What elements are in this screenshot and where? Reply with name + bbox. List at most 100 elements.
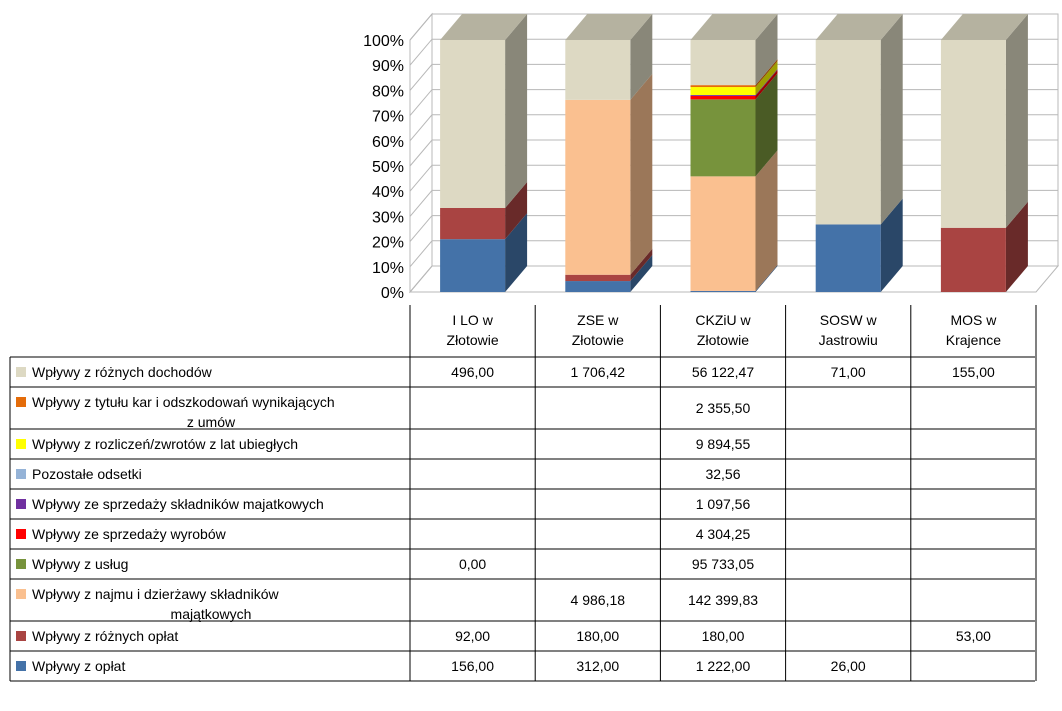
bar-segment [565,274,631,282]
data-label: 0,00 [459,556,486,572]
bar-top [690,14,778,40]
bar-stack [940,14,1028,292]
data-label: 155,00 [952,364,995,380]
data-label: 180,00 [576,628,619,644]
data-label: 32,56 [705,466,740,482]
data-label: 4 986,18 [571,592,626,608]
legend-key [16,469,26,479]
bar-stack [815,14,903,292]
legend-key [16,559,26,569]
table-row: Wpływy z tytułu kar i odszkodowań wynika… [16,394,750,430]
y-tick-label: 20% [372,235,404,252]
y-tick-label: 0% [381,285,404,302]
legend-label: Wpływy z różnych opłat [32,628,178,644]
category-label: MOS w [950,312,997,328]
bar-segment [690,99,756,177]
bar-segment [690,87,756,95]
bar-segment-side [630,255,653,292]
legend-key [16,367,26,377]
data-label: 156,00 [451,658,494,674]
legend-key [16,439,26,449]
bar-segment-side [755,150,778,291]
bar-segment-side [755,61,778,95]
category-label: Jastrowiu [819,332,878,348]
data-label: 95 733,05 [692,556,754,572]
bar-segment-side [1005,14,1028,228]
legend-key [16,589,26,599]
bar-segment [815,224,881,292]
data-label: 9 894,55 [696,436,751,452]
bar-stack [690,14,778,292]
bar-top [815,14,903,40]
table-row: Wpływy z opłat 156,00 312,00 1 222,00 26,00 [16,658,866,674]
bar-segment-side [755,68,778,96]
legend-label: majątkowych [171,606,252,622]
bar-segment [565,99,631,275]
bar-segment [565,40,631,100]
data-label: 56 122,47 [692,364,754,380]
category-label: Złotowie [697,332,749,348]
legend-label: Wpływy z różnych dochodów [32,364,213,380]
data-label: 1 222,00 [696,658,751,674]
table-row: Wpływy z rozliczeń/zwrotów z lat ubiegły… [16,436,750,452]
category-label: ZSE w [577,312,619,328]
bar-segment [565,281,631,292]
table-row: Wpływy z różnych dochodów 496,00 1 706,42 5… [16,364,995,380]
bar-segment-side [505,14,528,208]
table-row: Pozostałe odsetki 32,56 [16,466,741,482]
legend-key [16,661,26,671]
bar-segment [690,176,756,291]
table-row: Wpływy z usług 0,00 95 733,05 [16,556,754,572]
bar-segment-side [1005,201,1028,292]
bar-segment [940,40,1006,228]
bar-segment-side [630,248,653,282]
bar-segment-side [880,198,903,292]
bar-segment-side [755,264,778,292]
data-label: 142 399,83 [688,592,758,608]
bar-segment [690,85,756,88]
bar-top [440,14,528,40]
data-label: 53,00 [956,628,991,644]
bar-segment-side [755,69,778,100]
y-tick-label: 80% [372,83,404,100]
table-row: Wpływy ze sprzedaży wyrobów 4 304,25 [16,526,750,542]
legend-label: Wpływy z najmu i dzierżawy składników [32,586,280,602]
bar-segment [690,40,756,86]
table-row: Wpływy z różnych opłat 92,00 180,00 180,00 5… [16,628,991,644]
bar-segment-side [505,213,528,292]
data-label: 312,00 [576,658,619,674]
data-label: 26,00 [831,658,866,674]
legend-label: Wpływy z usług [32,556,128,572]
bar-segment-side [755,73,778,177]
bar-top [940,14,1028,40]
bar-segment-side [755,14,778,86]
bar-segment [690,95,756,100]
category-label: Złotowie [572,332,624,348]
legend-label: Wpływy z rozliczeń/zwrotów z lat ubiegły… [32,436,298,452]
bar-stack [565,14,653,292]
table-row: Wpływy ze sprzedaży składników majatkowy… [16,496,750,512]
legend-key [16,499,26,509]
y-tick-label: 90% [372,58,404,75]
data-label: 1 706,42 [571,364,626,380]
bar-top [565,14,653,40]
legend-label: Wpływy ze sprzedaży wyrobów [32,526,227,542]
data-label: 180,00 [702,628,745,644]
y-tick-label: 40% [372,184,404,201]
category-label: CKZiU w [695,312,751,328]
legend-label: Wpływy z opłat [32,658,125,674]
bar-segment [940,227,1006,292]
bar-segment [815,40,881,225]
bar-stacks [440,14,1028,292]
bar-segment-side [880,14,903,225]
bar-segment [440,40,506,208]
y-tick-label: 10% [372,260,404,277]
bar-segment [440,239,506,292]
data-label: 92,00 [455,628,490,644]
legend-key [16,397,26,407]
legend-label: Wpływy ze sprzedaży składników majatkowy… [32,496,324,512]
legend-label: Wpływy z tytułu kar i odszkodowań wynika… [32,394,335,410]
y-tick-label: 100% [363,33,404,50]
bar-stack [440,14,528,292]
